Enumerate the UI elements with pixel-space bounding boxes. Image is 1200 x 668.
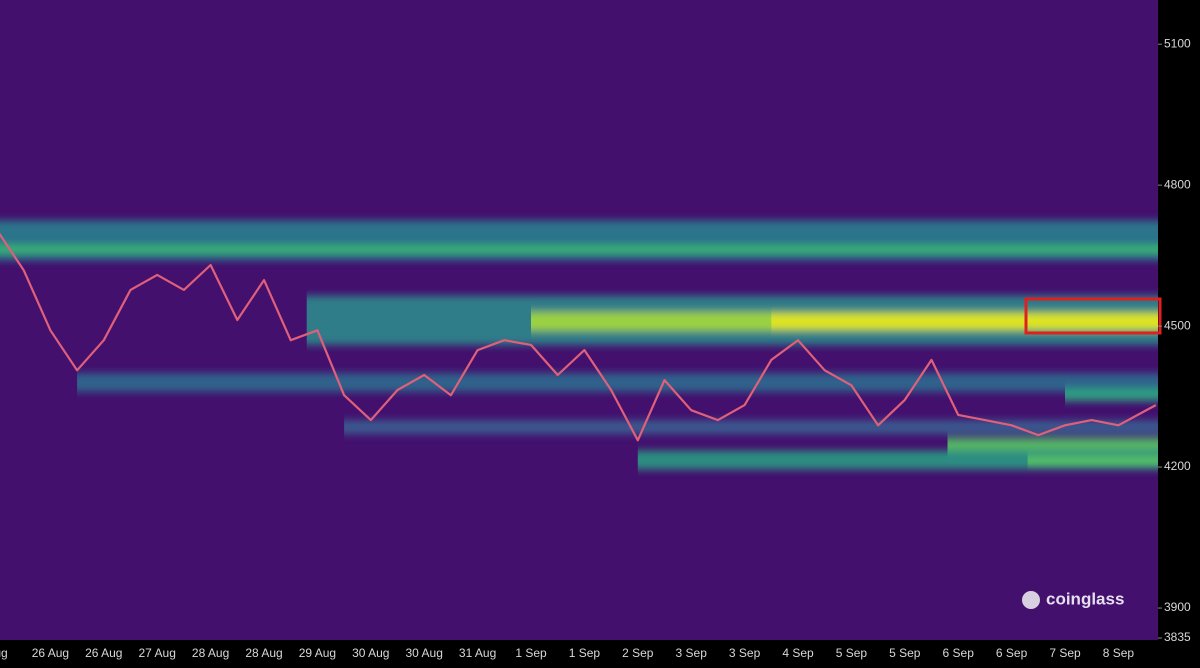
y-tick-label: 4200 [1164,459,1191,473]
x-tick-label: 8 Sep [1103,646,1135,660]
x-tick-label: 3 Sep [676,646,708,660]
x-tick-label: 4 Sep [782,646,814,660]
x-tick-label: 6 Sep [996,646,1028,660]
x-tick-label: 1 Sep [515,646,547,660]
liquidation-band [771,314,1158,329]
liquidation-band [344,420,1159,435]
y-axis-strip [1158,0,1200,668]
x-tick-label: 28 Aug [192,646,229,660]
price-line [0,232,1157,442]
y-tick-label: 4800 [1164,177,1191,191]
x-axis-strip [0,640,1200,668]
x-tick-label: 30 Aug [352,646,389,660]
x-tick-label: 1 Sep [569,646,601,660]
liquidation-band [0,220,1158,261]
y-tick-label: 3835 [1164,630,1191,644]
x-tick-label: 7 Sep [1049,646,1081,660]
x-tick-label: 28 Aug [245,646,282,660]
watermark: coinglass [1046,589,1124,608]
x-tick-label: 5 Sep [836,646,868,660]
y-tick-label: 5100 [1164,36,1191,50]
highlight-box [1024,297,1162,335]
marks [0,232,1157,442]
x-tick-label: 26 Aug [32,646,69,660]
liquidation-band [1027,456,1158,465]
y-tick-label: 4500 [1164,318,1191,332]
x-tick-label: 30 Aug [406,646,443,660]
liquidation-band [947,437,1158,451]
x-tick-label: 27 Aug [139,646,176,660]
liquidation-band [637,450,1158,470]
x-tick-label: Aug [0,646,8,660]
x-tick-label: 2 Sep [622,646,654,660]
liquidation-band [77,373,1159,392]
liquidation-band [0,245,1158,254]
logo-icon [1022,591,1040,609]
x-tick-label: 29 Aug [299,646,336,660]
axes: 3835 3900 4200 4500 4800 5100 Aug 26 Aug 26 Aug 2… [0,36,1191,660]
y-tick-label: 3900 [1164,600,1191,614]
heatmap [0,220,1159,470]
liquidation-band [1065,388,1158,402]
x-tick-label: 5 Sep [889,646,921,660]
x-tick-label: 26 Aug [85,646,122,660]
x-tick-label: 6 Sep [943,646,975,660]
x-tick-label: 31 Aug [459,646,496,660]
logo: coinglass [1022,589,1124,609]
x-tick-label: 3 Sep [729,646,761,660]
